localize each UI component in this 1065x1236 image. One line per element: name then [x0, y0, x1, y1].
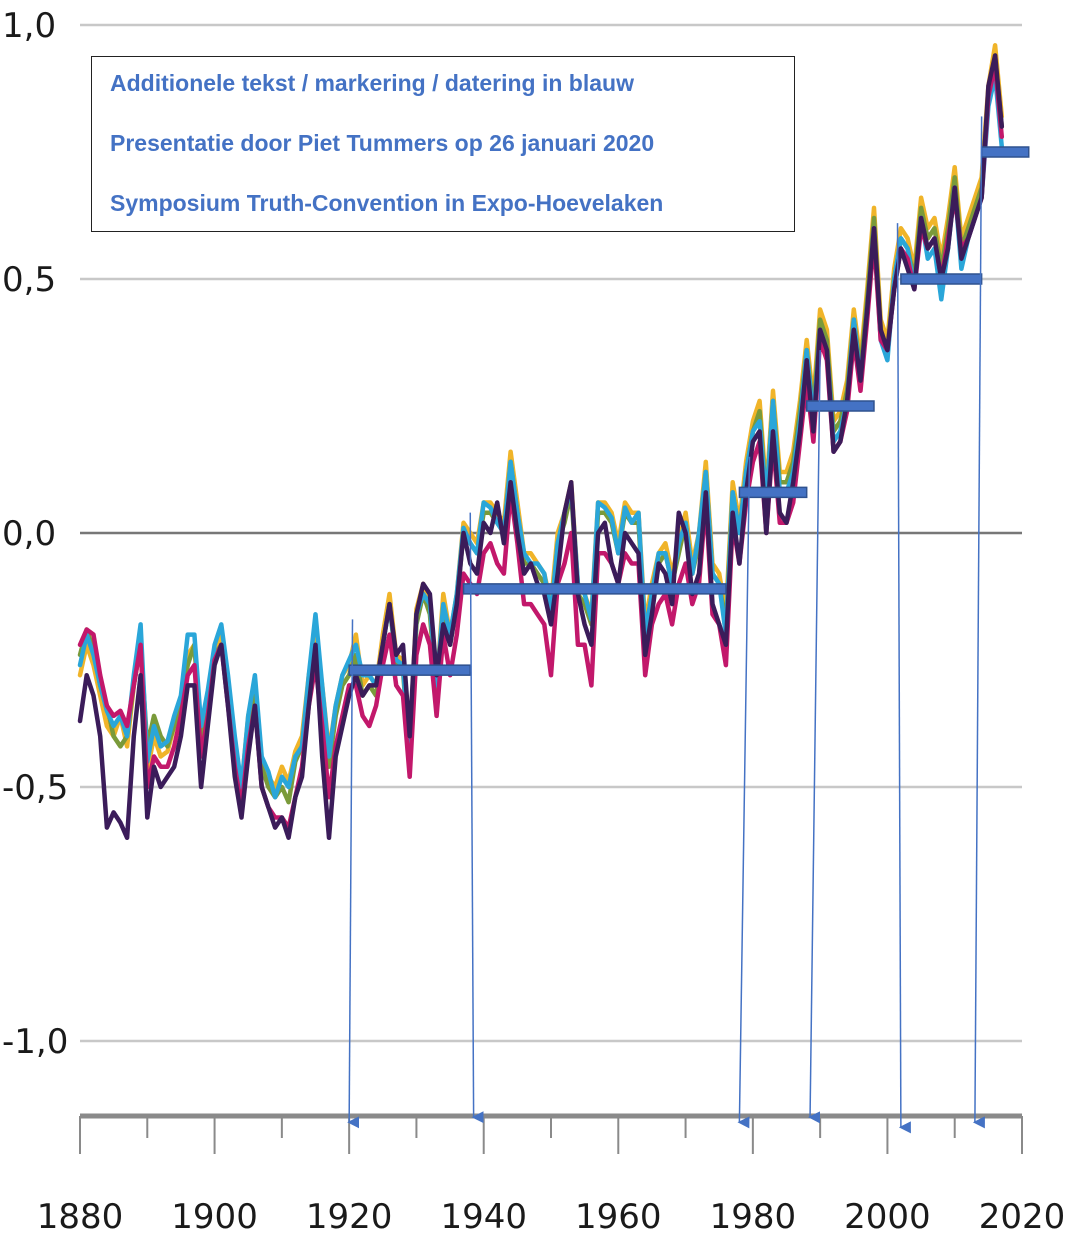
- step-marker: [805, 400, 875, 412]
- annotation-line-1: Additionele tekst / markering / datering…: [110, 70, 634, 96]
- arrow-marker: [469, 512, 484, 1124]
- x-tick-label: 2000: [844, 1197, 931, 1236]
- x-tick-label: 1960: [575, 1197, 662, 1236]
- step-marker: [462, 583, 727, 595]
- x-tick-label: 1880: [37, 1197, 124, 1236]
- step-marker: [348, 664, 472, 676]
- x-axis: 1880 1900 1920 1940 1960 1980 2000 2020: [37, 1113, 1065, 1236]
- annotation-line-3: Symposium Truth-Convention in Expo-Hoeve…: [110, 190, 664, 216]
- arrow-marker: [737, 456, 751, 1129]
- x-tick-label: 1920: [306, 1197, 393, 1236]
- x-tick-label: 1900: [171, 1197, 258, 1236]
- annotation-line-2: Presentatie door Piet Tummers op 26 janu…: [110, 130, 655, 156]
- arrow-marker: [347, 619, 360, 1129]
- step-marker: [900, 273, 983, 285]
- arrow-marker: [808, 350, 821, 1124]
- x-tick-label: 1980: [710, 1197, 797, 1236]
- x-tick-label: 1940: [440, 1197, 527, 1236]
- y-tick-label: 0,5: [2, 260, 56, 300]
- y-tick-label: 0,0: [2, 514, 56, 554]
- step-markers: [348, 146, 1030, 676]
- arrow-marker: [896, 223, 911, 1134]
- step-marker: [738, 486, 808, 499]
- y-tick-label: 1,0: [2, 6, 56, 46]
- y-tick-label: -1,0: [2, 1022, 68, 1062]
- y-tick-label: -0,5: [2, 768, 68, 808]
- arrow-marker: [972, 116, 985, 1129]
- arrow-markers: [347, 116, 985, 1134]
- x-tick-label: 2020: [979, 1197, 1065, 1236]
- annotation-box: Additionele tekst / markering / datering…: [91, 56, 795, 232]
- y-axis-ticks: 1,0 0,5 0,0 -0,5 -1,0: [2, 6, 68, 1062]
- step-marker: [980, 146, 1030, 158]
